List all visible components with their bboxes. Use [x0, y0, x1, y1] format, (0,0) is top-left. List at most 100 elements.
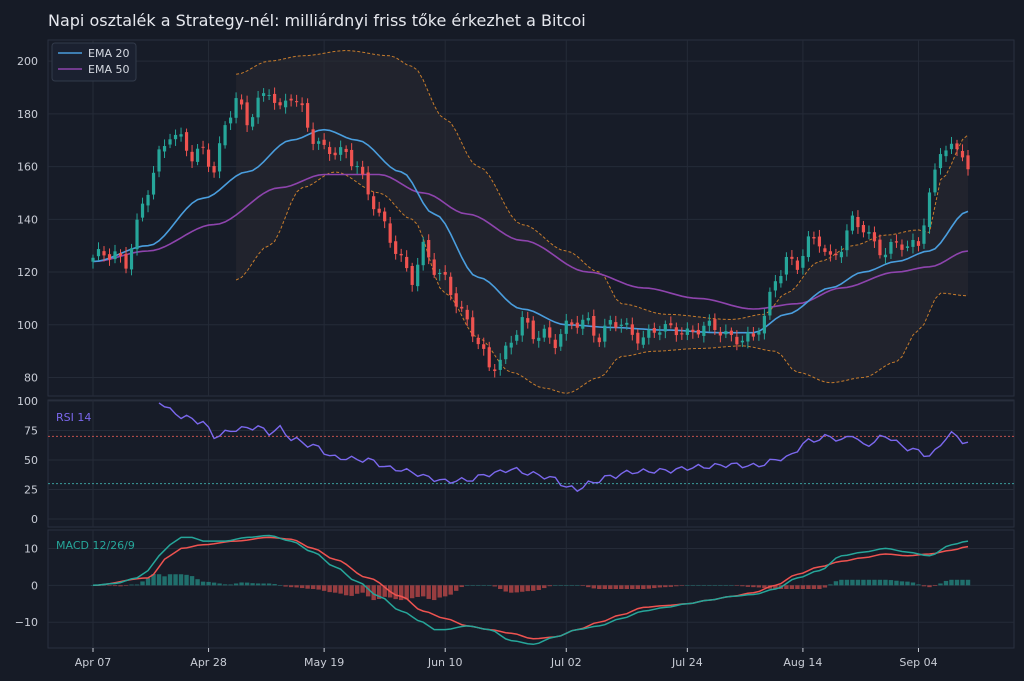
- candle-body: [691, 329, 695, 333]
- macd-histogram-bar: [222, 584, 228, 586]
- candle-body: [201, 146, 205, 148]
- candle-body: [438, 272, 442, 275]
- macd-histogram-bar: [398, 585, 404, 601]
- macd-line: [92, 534, 969, 646]
- candle-body: [416, 264, 420, 287]
- candle-body: [663, 324, 667, 332]
- macd-histogram-bar: [795, 585, 800, 589]
- macd-tick-label: 10: [24, 542, 38, 555]
- macd-histogram-bar: [250, 583, 255, 586]
- macd-histogram-bar: [228, 584, 233, 586]
- macd-histogram-bar: [855, 579, 861, 586]
- macd-histogram-bar: [498, 585, 503, 589]
- macd-histogram-bar: [646, 585, 652, 589]
- candle-body: [102, 251, 106, 256]
- macd-histogram-bar: [701, 585, 707, 586]
- candle-body: [916, 241, 921, 246]
- price-tick-label: 200: [17, 55, 38, 68]
- macd-histogram-bar: [547, 585, 552, 587]
- candle-body: [894, 241, 899, 243]
- macd-tick-label: −10: [15, 616, 38, 629]
- macd-histogram-bar: [789, 585, 795, 589]
- macd-histogram-bar: [167, 574, 173, 586]
- candle-body: [828, 251, 833, 255]
- macd-histogram-bar: [492, 585, 497, 587]
- macd-histogram-bar: [619, 585, 624, 589]
- candle-body: [250, 117, 255, 127]
- candle-body: [669, 323, 673, 326]
- macd-histogram-bar: [178, 574, 184, 586]
- macd-histogram-bar: [371, 585, 376, 601]
- macd-histogram-bar: [404, 585, 409, 600]
- macd-histogram-bar: [921, 585, 927, 587]
- macd-histogram-bar: [641, 585, 646, 589]
- macd-histogram-bar: [762, 585, 767, 589]
- macd-histogram-bar: [927, 585, 932, 588]
- candle-body: [955, 143, 959, 150]
- macd-histogram-bar: [365, 585, 371, 597]
- candle-body: [619, 324, 623, 326]
- rsi-tick-label: 0: [31, 513, 38, 526]
- candle-body: [361, 166, 365, 175]
- macd-histogram-bar: [718, 585, 723, 586]
- candle-body: [350, 149, 354, 167]
- macd-histogram-bar: [470, 585, 475, 586]
- macd-histogram-bar: [833, 581, 839, 586]
- candle-body: [432, 259, 436, 275]
- candle-body: [306, 103, 310, 128]
- macd-histogram-bar: [817, 585, 822, 589]
- candle-body: [817, 236, 822, 247]
- candle-body: [751, 333, 755, 337]
- rsi-tick-label: 25: [24, 484, 38, 497]
- candle-body: [900, 244, 904, 250]
- candle-body: [630, 324, 634, 335]
- candle-body: [520, 317, 524, 336]
- macd-histogram-bar: [288, 585, 294, 588]
- macd-histogram-bar: [382, 585, 387, 597]
- candle-body: [228, 117, 233, 124]
- macd-histogram-bar: [844, 579, 850, 586]
- candle-body: [564, 320, 568, 334]
- candle-body: [162, 146, 167, 152]
- candle-body: [966, 155, 970, 170]
- candle-body: [195, 148, 200, 162]
- macd-histogram-bar: [597, 585, 602, 589]
- macd-histogram-bar: [393, 585, 398, 600]
- macd-histogram-bar: [184, 574, 189, 586]
- candle-body: [344, 148, 348, 152]
- candle-body: [317, 141, 321, 144]
- candle-body: [124, 253, 128, 269]
- macd-histogram-bar: [932, 585, 938, 587]
- candle-body: [762, 315, 766, 334]
- price-tick-label: 140: [17, 213, 38, 226]
- macd-histogram-bar: [949, 579, 954, 586]
- chart-title: Napi osztalék a Strategy-nél: milliárdny…: [48, 11, 586, 30]
- macd-histogram-bar: [663, 585, 668, 588]
- candle-body: [652, 328, 656, 333]
- macd-histogram-bar: [206, 581, 211, 586]
- candle-body: [823, 248, 827, 252]
- candle-body: [129, 248, 134, 270]
- candle-body: [504, 345, 508, 360]
- x-tick-label: Jul 02: [550, 656, 582, 669]
- macd-histogram-bar: [107, 585, 112, 586]
- candle-body: [735, 336, 739, 345]
- x-tick-label: Apr 28: [190, 656, 227, 669]
- rsi-line: [158, 402, 969, 493]
- candle-body: [405, 256, 409, 269]
- candle-body: [834, 253, 838, 256]
- macd-histogram-bar: [454, 585, 459, 591]
- candle-body: [911, 239, 915, 247]
- candle-body: [184, 132, 189, 151]
- candle-body: [113, 251, 117, 260]
- x-tick-label: Apr 07: [75, 656, 112, 669]
- candle-body: [135, 219, 139, 250]
- macd-histogram-bar: [696, 585, 701, 586]
- candle-body: [707, 320, 711, 326]
- candle-body: [471, 317, 475, 337]
- macd-histogram-bar: [531, 585, 536, 591]
- macd-histogram-bar: [965, 579, 971, 586]
- candle-body: [421, 241, 425, 266]
- candle-body: [140, 203, 145, 218]
